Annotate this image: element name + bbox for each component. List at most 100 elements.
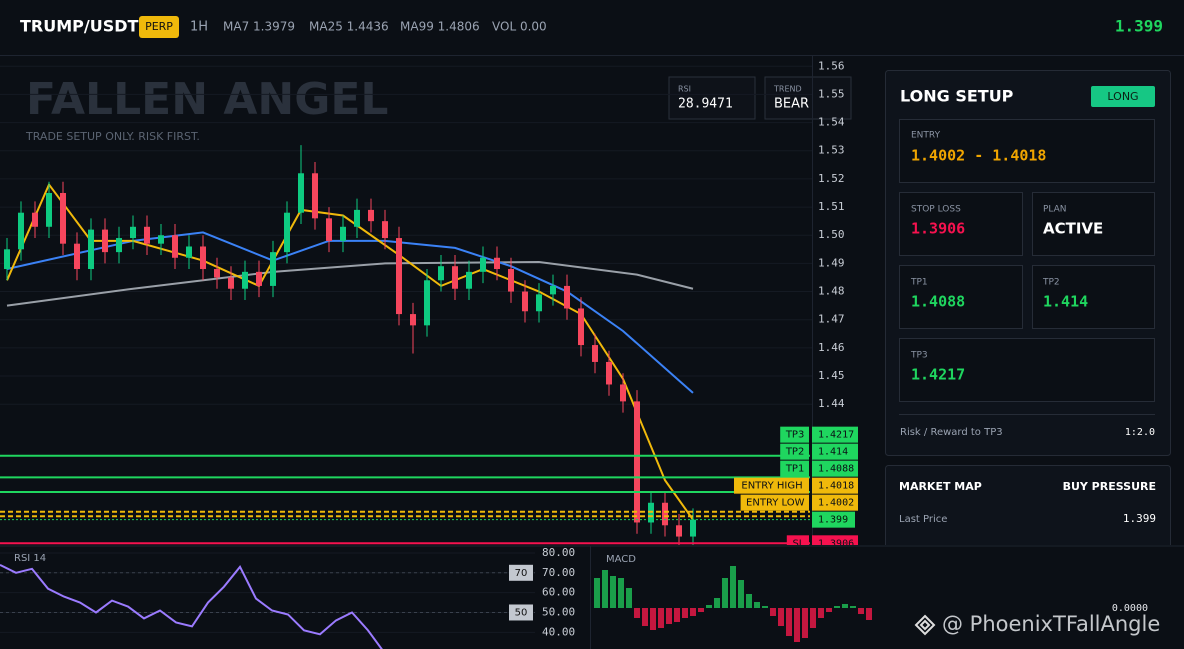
macd-pane: 0.0000 (594, 566, 1148, 642)
macd-bar (658, 608, 664, 628)
candle-body (186, 246, 192, 258)
price-tag-label: 1.399 (818, 515, 848, 526)
indicator: MA7 1.3979 (223, 20, 295, 34)
macd-bar (754, 602, 760, 608)
candle-body (130, 226, 136, 239)
candle-body (494, 257, 500, 270)
entry-range: 1.4002 - 1.4018 (911, 147, 1046, 165)
candles (4, 145, 696, 545)
candle-body (256, 271, 262, 286)
stat-label: TREND (773, 85, 802, 94)
macd-bar (714, 598, 720, 608)
candle-body (452, 266, 458, 289)
card (899, 119, 1155, 183)
macd-bar (850, 606, 856, 608)
candle-body (298, 173, 304, 213)
candle-body (522, 291, 528, 312)
macd-bar (610, 576, 616, 608)
macd-bar (674, 608, 680, 622)
y-tick-label: 1.51 (818, 200, 845, 213)
mm-value: 1.399 (1123, 512, 1156, 525)
panel-title: LONG SETUP (900, 87, 1014, 106)
candle-body (620, 384, 626, 402)
level-value: 1.4217 (818, 430, 854, 441)
candle-body (634, 401, 640, 523)
card-label: PLAN (1043, 205, 1067, 215)
macd-bar (746, 594, 752, 608)
candle-body (46, 192, 52, 227)
y-tick-label: 1.56 (818, 59, 845, 72)
candle-body (480, 257, 486, 272)
exchange-icon (914, 614, 936, 636)
long-button (1091, 86, 1155, 107)
card (899, 192, 1023, 256)
y-tick-label: 1.49 (818, 256, 845, 269)
candle-body (396, 238, 402, 315)
macd-bar (602, 570, 608, 608)
mm-pressure: BUY PRESSURE (1063, 480, 1156, 493)
candle-body (32, 212, 38, 227)
level-name: TP2 (785, 447, 805, 458)
level-value: 1.414 (818, 447, 848, 458)
macd-bar (690, 608, 696, 616)
stat-box (764, 76, 852, 120)
y-tick-label: 1.48 (818, 285, 845, 298)
price-tag (812, 511, 855, 528)
y-tick-label: 1.52 (818, 172, 845, 185)
candle-body (312, 173, 318, 219)
moving-average (6, 260, 694, 307)
mm-title: MARKET MAP (899, 480, 982, 493)
candle-body (508, 269, 514, 292)
macd-bar (818, 608, 824, 618)
y-tick-label: 60.00 (542, 586, 575, 599)
level-value: 1.4018 (818, 481, 854, 492)
macd-bar (730, 566, 736, 608)
rr-label: Risk / Reward to TP3 (900, 427, 1003, 438)
candle-body (116, 238, 122, 253)
candle-body (536, 294, 542, 312)
macd-bar (634, 608, 640, 618)
card-label: TP1 (910, 278, 928, 288)
y-tick-label: 1.44 (818, 397, 845, 410)
macd-bar (666, 608, 672, 624)
stat-box (668, 76, 756, 120)
candle-body (74, 243, 80, 270)
lower-pane (0, 545, 1184, 649)
candle-body (158, 235, 164, 244)
level-value-tag (812, 426, 858, 443)
candle-body (340, 226, 346, 241)
candle-body (368, 209, 374, 222)
card (1032, 192, 1155, 256)
symbol: TRUMP/USDT (20, 17, 139, 36)
macd-bar (706, 605, 712, 608)
y-tick-label: 1.50 (818, 228, 845, 241)
card-label: STOP LOSS (911, 205, 961, 215)
tp1: 1.4088 (911, 293, 965, 311)
zero-label: 0.0000 (1112, 603, 1148, 614)
candle-body (466, 271, 472, 289)
stop-loss: 1.3906 (911, 220, 965, 238)
moving-average (6, 182, 694, 521)
y-tick-label: 50.00 (542, 605, 575, 618)
indicator: MA25 1.4436 (309, 20, 389, 34)
candle-body (424, 280, 430, 326)
macd-bar (770, 608, 776, 616)
rsi-line (0, 563, 383, 649)
candle-body (326, 218, 332, 241)
plan: ACTIVE (1043, 220, 1103, 238)
macd-bar (682, 608, 688, 618)
mm-label: Last Price (899, 514, 947, 525)
level-value-tag (812, 477, 858, 494)
candle-body (564, 285, 570, 309)
level-name-tag (740, 494, 809, 511)
level-name-tag (780, 443, 809, 460)
candle-body (144, 226, 150, 244)
level-name: ENTRY HIGH (741, 481, 802, 492)
macd-bar (618, 578, 624, 608)
y-tick-label: 80.00 (542, 546, 575, 559)
y-tick-label: 1.53 (818, 144, 845, 157)
candle-body (270, 252, 276, 286)
candle-body (102, 229, 108, 253)
